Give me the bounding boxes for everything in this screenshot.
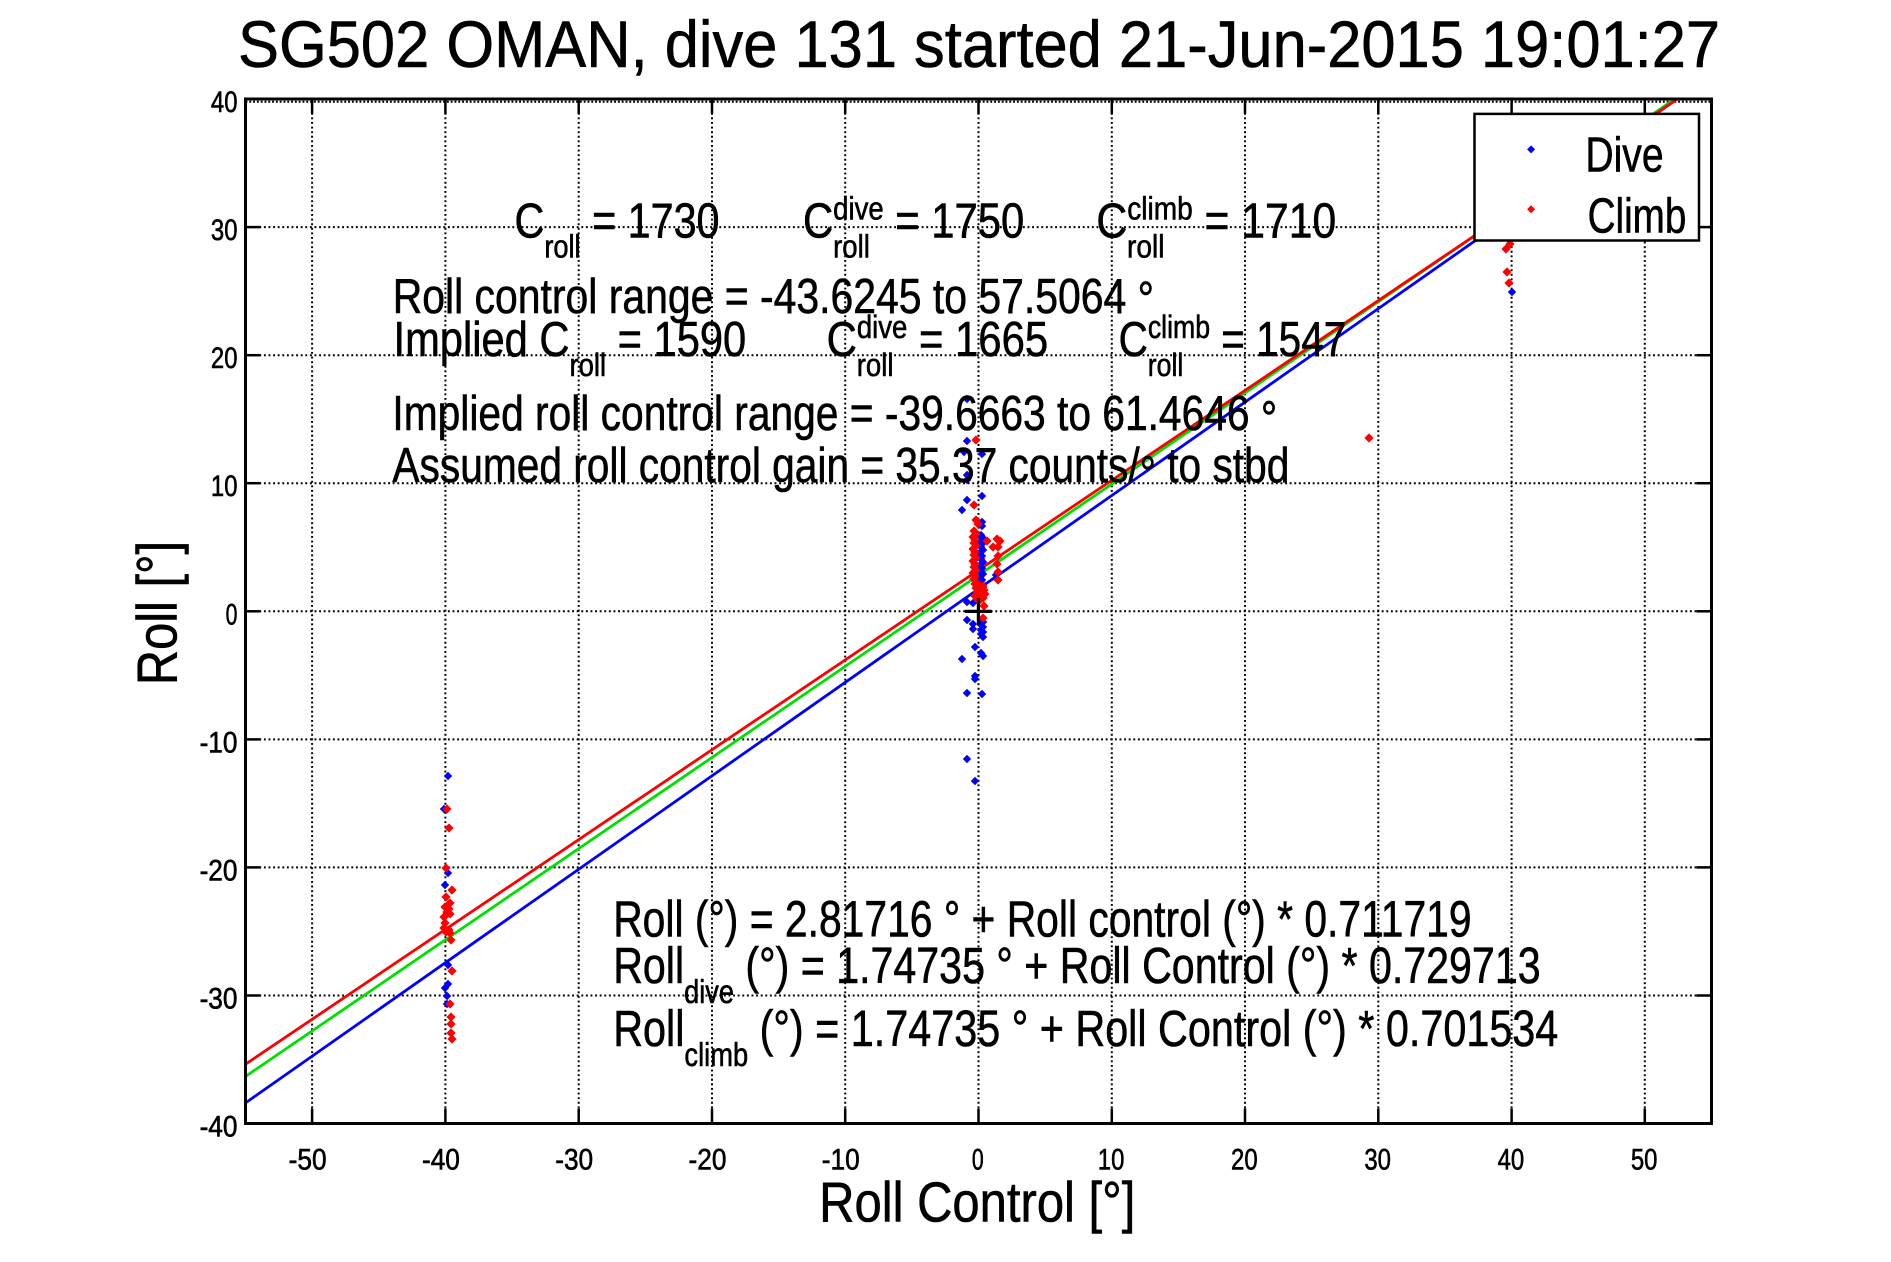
- svg-text:-20: -20: [200, 854, 238, 887]
- svg-text:0: 0: [972, 1144, 984, 1176]
- svg-text:-20: -20: [688, 1143, 726, 1176]
- svg-text:-30: -30: [200, 982, 238, 1015]
- svg-text:20: 20: [211, 342, 238, 375]
- svg-text:-50: -50: [289, 1143, 327, 1176]
- svg-text:-10: -10: [822, 1143, 860, 1176]
- svg-text:Croll = 1730: Croll = 1730: [515, 193, 720, 265]
- svg-text:50: 50: [1631, 1143, 1658, 1176]
- svg-text:Roll (°) = 2.81716 ° + Roll co: Roll (°) = 2.81716 ° + Roll control (°) …: [613, 890, 1471, 947]
- svg-text:Roll control range = -43.6245: Roll control range = -43.6245 to 57.5064…: [393, 269, 1154, 327]
- svg-text:0: 0: [226, 599, 238, 631]
- svg-text:Rolldive (°) = 1.74735 ° + Rol: Rolldive (°) = 1.74735 ° + Roll Control …: [613, 937, 1540, 1011]
- svg-text:Implied Croll = 1590: Implied Croll = 1590: [394, 312, 747, 384]
- svg-text:10: 10: [211, 470, 238, 503]
- svg-text:Rollclimb (°) = 1.74735 ° + Ro: Rollclimb (°) = 1.74735 ° + Roll Control…: [613, 1000, 1558, 1074]
- svg-text:Roll Control [°]: Roll Control [°]: [819, 1171, 1135, 1234]
- svg-text:Roll [°]: Roll [°]: [126, 541, 189, 685]
- svg-text:Assumed roll control gain = 35: Assumed roll control gain = 35.37 counts…: [392, 437, 1289, 500]
- svg-text:Dive: Dive: [1585, 128, 1663, 182]
- svg-text:-40: -40: [200, 1110, 238, 1143]
- svg-text:20: 20: [1231, 1143, 1258, 1176]
- svg-text:Climb: Climb: [1588, 189, 1687, 243]
- svg-text:40: 40: [1498, 1143, 1525, 1176]
- svg-text:40: 40: [211, 86, 238, 119]
- svg-text:Implied roll control range = -: Implied roll control range = -39.6663 to…: [392, 385, 1277, 445]
- svg-text:30: 30: [211, 214, 238, 247]
- svg-text:10: 10: [1098, 1143, 1125, 1176]
- svg-text:-10: -10: [200, 726, 238, 759]
- svg-text:30: 30: [1364, 1143, 1391, 1176]
- svg-text:-30: -30: [555, 1143, 593, 1176]
- svg-text:-40: -40: [422, 1143, 460, 1176]
- svg-text:SG502 OMAN, dive 131 started 2: SG502 OMAN, dive 131 started 21-Jun-2015…: [238, 7, 1720, 82]
